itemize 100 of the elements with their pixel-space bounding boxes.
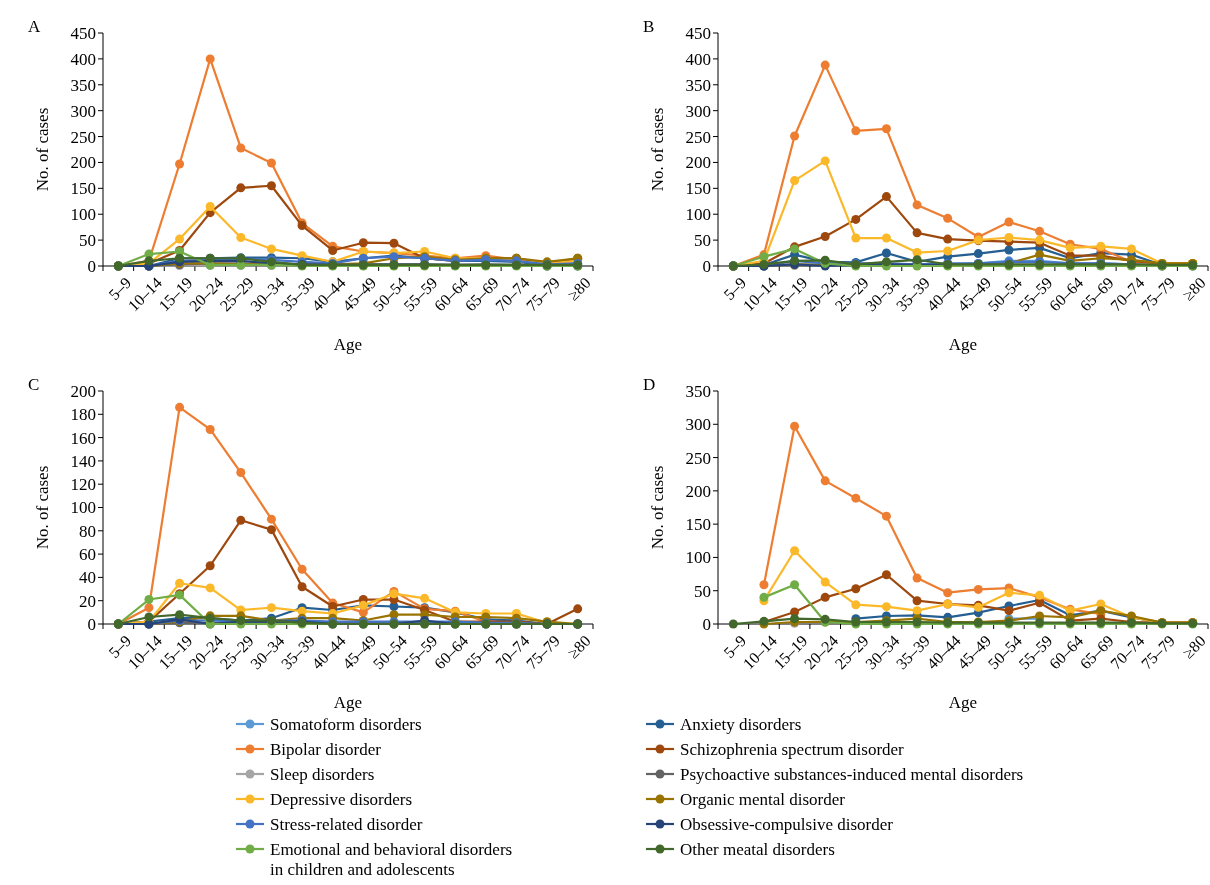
point: [236, 468, 246, 478]
legend-label: Obsessive-compulsive disorder: [680, 814, 894, 834]
point: [144, 603, 154, 613]
point: [759, 592, 769, 602]
point: [205, 201, 215, 211]
point: [820, 60, 830, 70]
y-tick-label: 50: [694, 581, 711, 601]
point: [851, 126, 861, 136]
point: [759, 580, 769, 590]
y-tick-label: 400: [70, 49, 96, 69]
legend-label: Somatoform disorders: [270, 714, 422, 734]
y-axis-title: No. of cases: [33, 107, 52, 192]
y-tick-label: 120: [70, 475, 96, 495]
y-tick-label: 350: [685, 381, 711, 401]
point: [881, 233, 891, 243]
y-tick-label: 350: [685, 75, 711, 95]
chart-title: D: [643, 375, 656, 394]
y-tick-label: 160: [70, 428, 96, 448]
point: [205, 583, 215, 593]
point: [881, 192, 891, 202]
y-tick-label: 200: [685, 481, 711, 501]
point: [297, 564, 307, 574]
y-tick-label: 100: [685, 205, 711, 225]
point: [943, 246, 953, 256]
y-tick-label: 150: [70, 179, 96, 199]
point: [266, 158, 276, 168]
point: [790, 421, 800, 431]
y-tick-label: 200: [70, 153, 96, 173]
legend-label: Bipolar disorder: [270, 739, 382, 759]
point: [1126, 244, 1136, 254]
point: [175, 578, 185, 588]
legend-label: Depressive disorders: [270, 789, 413, 809]
y-tick-label: 0: [87, 614, 96, 634]
y-tick-label: 200: [685, 153, 711, 173]
point: [790, 131, 800, 141]
point: [851, 600, 861, 610]
point: [236, 183, 246, 193]
y-tick-label: 150: [685, 179, 711, 199]
y-tick-label: 80: [79, 521, 96, 541]
y-tick-label: 40: [79, 568, 96, 588]
x-axis-title: Age: [948, 693, 978, 712]
point: [851, 233, 861, 243]
y-tick-label: 60: [79, 545, 96, 565]
point: [236, 233, 246, 243]
chart-title: B: [643, 17, 655, 36]
legend-label: Stress-related disorder: [270, 814, 423, 834]
point: [820, 476, 830, 486]
point: [943, 213, 953, 223]
y-tick-label: 450: [685, 23, 711, 43]
y-tick-label: 300: [70, 101, 96, 121]
point: [144, 612, 154, 622]
point: [205, 561, 215, 571]
legend-label: Sleep disorders: [270, 764, 375, 784]
point: [1004, 245, 1014, 255]
y-tick-label: 180: [70, 405, 96, 425]
point: [236, 515, 246, 525]
y-tick-label: 300: [685, 101, 711, 121]
point: [851, 214, 861, 224]
y-tick-label: 100: [70, 205, 96, 225]
point: [790, 176, 800, 186]
y-tick-label: 350: [70, 75, 96, 95]
point: [573, 604, 583, 614]
point: [1035, 226, 1045, 236]
y-tick-label: 100: [70, 498, 96, 518]
point: [790, 546, 800, 556]
point: [790, 580, 800, 590]
x-tick-label: ≥80: [1179, 632, 1209, 662]
y-axis-title: No. of cases: [648, 465, 667, 550]
point: [205, 424, 215, 434]
point: [266, 514, 276, 524]
point: [266, 603, 276, 613]
point: [266, 181, 276, 191]
point: [881, 570, 891, 580]
point: [820, 592, 830, 602]
point: [420, 593, 430, 603]
point: [1065, 243, 1075, 253]
point: [881, 602, 891, 612]
legend-label: Psychoactive substances-induced mental disorders: [680, 764, 1024, 784]
point: [1004, 606, 1014, 616]
y-tick-label: 450: [70, 23, 96, 43]
point: [1004, 217, 1014, 227]
legend-label: Anxiety disorders: [680, 714, 802, 734]
point: [851, 493, 861, 503]
x-tick-label: ≥80: [1179, 274, 1209, 304]
chart-title: C: [28, 375, 40, 394]
point: [266, 244, 276, 254]
legend-label: Organic mental disorder: [680, 789, 846, 809]
y-axis-title: No. of cases: [648, 107, 667, 192]
point: [358, 238, 368, 248]
x-tick-label: ≥80: [564, 632, 594, 662]
y-tick-label: 140: [70, 451, 96, 471]
point: [820, 577, 830, 587]
point: [912, 606, 922, 616]
point: [389, 238, 399, 248]
y-tick-label: 250: [685, 127, 711, 147]
point: [881, 124, 891, 134]
legend-label: Schizophrenia spectrum disorder: [680, 739, 905, 759]
chart-title: A: [28, 17, 41, 36]
point: [175, 159, 185, 169]
point: [912, 573, 922, 583]
